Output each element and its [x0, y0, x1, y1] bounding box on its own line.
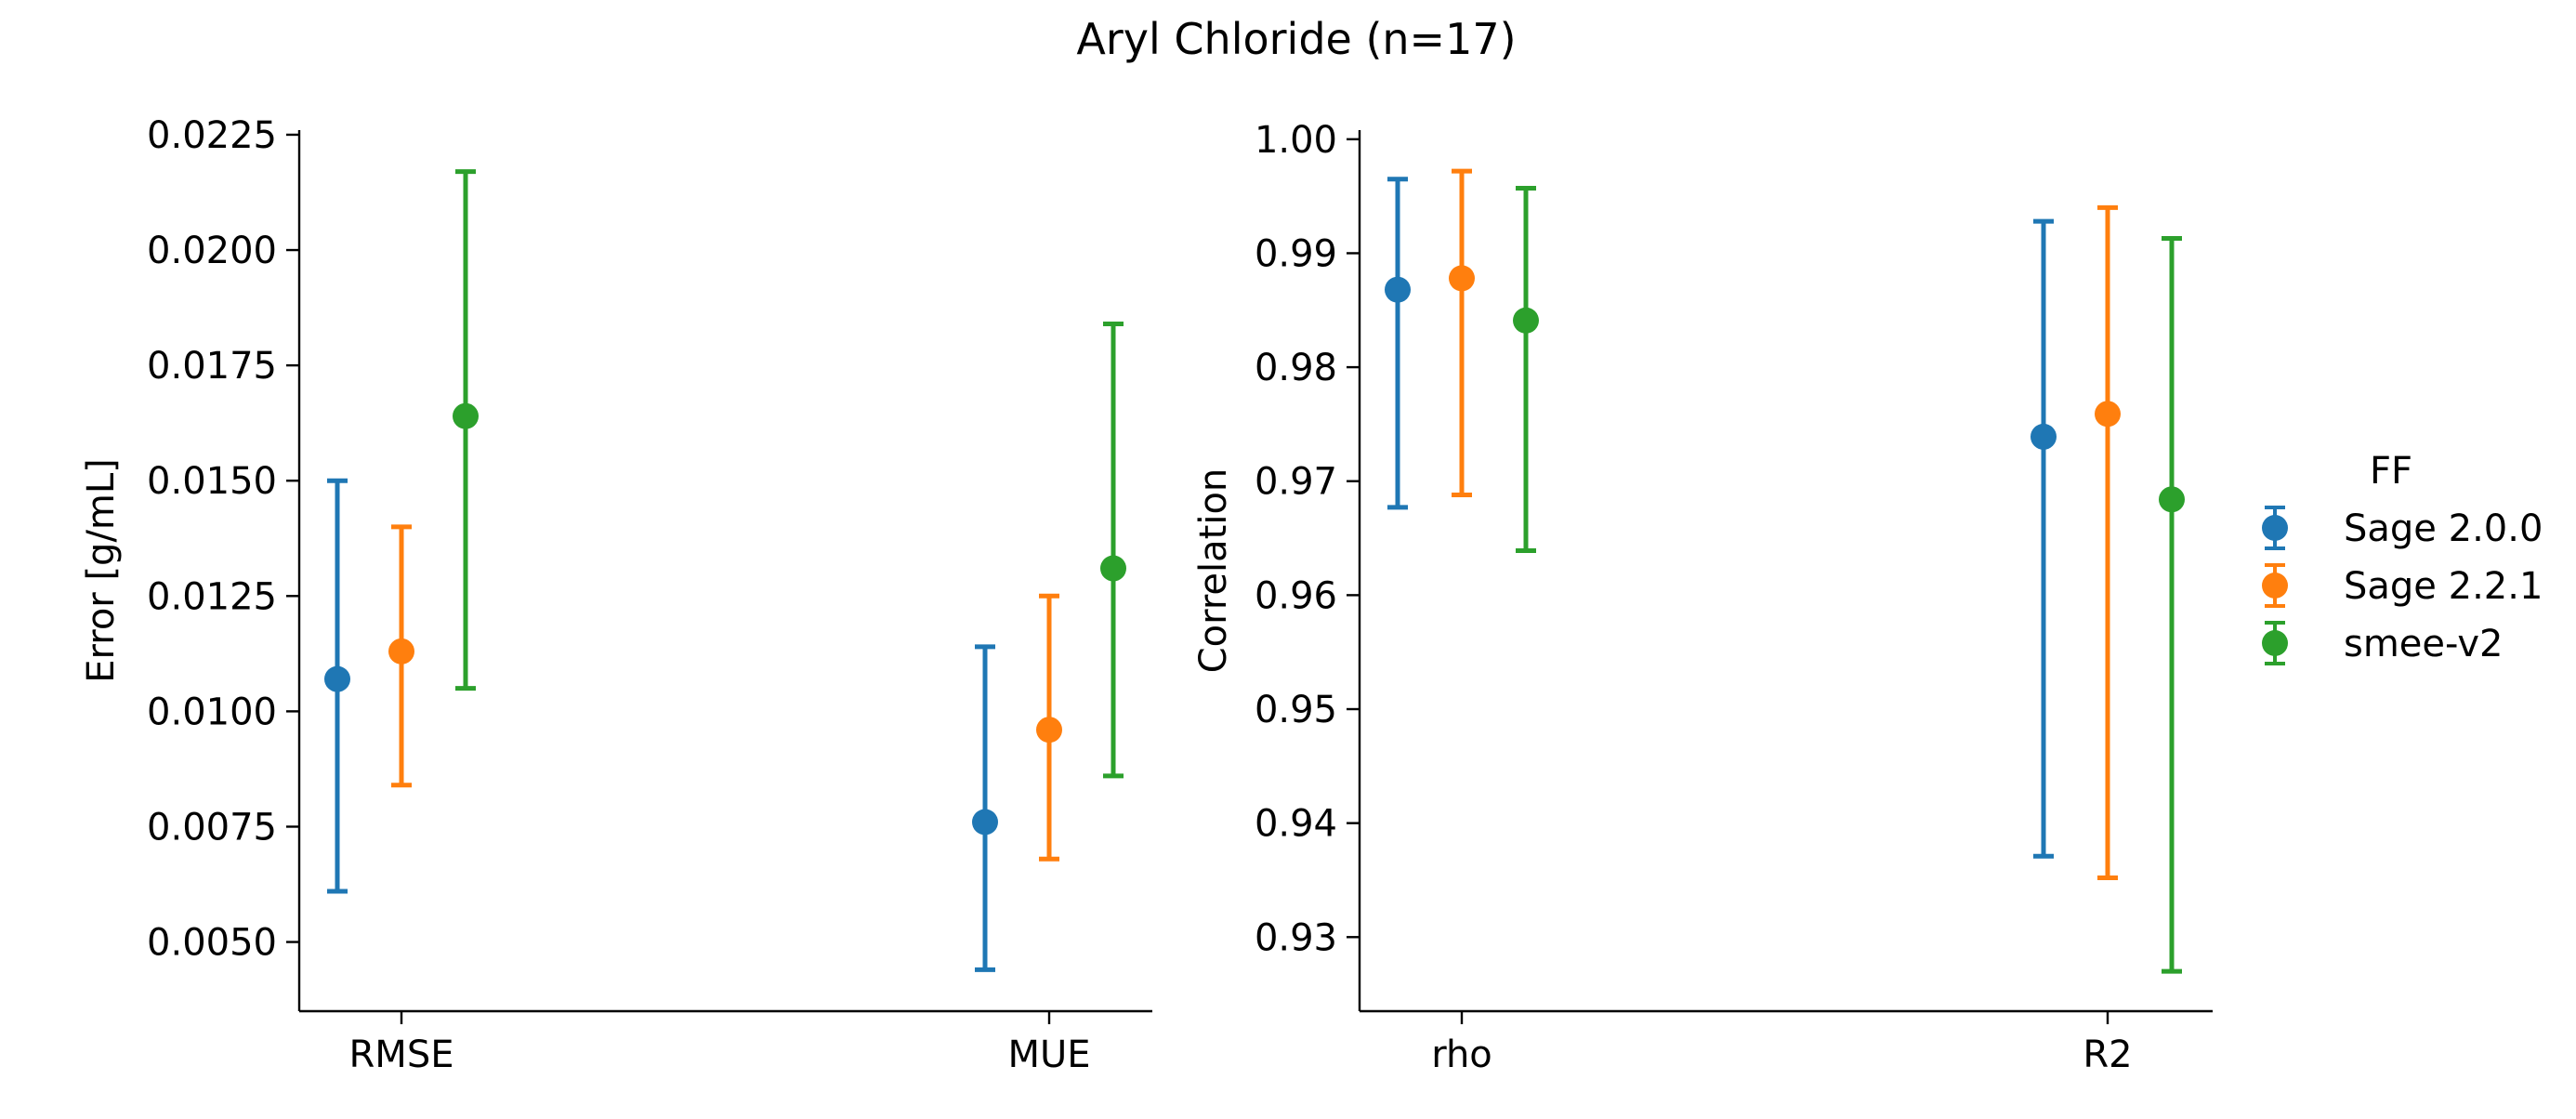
data-point	[324, 665, 350, 692]
chart-title: Aryl Chloride (n=17)	[1076, 14, 1516, 64]
x-tick-label: RMSE	[349, 1033, 454, 1076]
series-smee-v2	[1513, 186, 2185, 974]
data-point	[2159, 486, 2185, 513]
data-point	[1513, 307, 1539, 334]
data-point	[2031, 423, 2057, 450]
data-point	[1385, 276, 1411, 303]
y-tick-label: 0.0150	[147, 460, 277, 503]
y-tick-label: 0.0075	[147, 806, 277, 849]
y-tick-label: 0.98	[1255, 347, 1337, 389]
y-axis-label: Correlation	[1192, 468, 1235, 674]
data-point	[388, 638, 414, 665]
series-sage-2-0-0	[324, 478, 998, 972]
y-tick-label: 0.93	[1255, 916, 1337, 959]
y-tick-label: 0.0100	[147, 691, 277, 733]
legend: FF Sage 2.0.0 Sage 2.2.1 smee-v2	[2262, 450, 2543, 665]
y-tick-label: 0.97	[1255, 461, 1337, 504]
data-point	[1036, 717, 1062, 744]
data-point	[453, 402, 479, 429]
x-tick-label: rho	[1431, 1033, 1492, 1076]
y-axis-label: Error [g/mL]	[80, 458, 123, 683]
y-tick-label: 0.0125	[147, 575, 277, 618]
legend-marker	[2262, 630, 2288, 656]
chart-panel-1: 0.0050 0.0075 0.0100 0.0125 0.0150 0.0175 0.02…	[80, 114, 1152, 1076]
legend-label: smee-v2	[2344, 623, 2504, 665]
data-point	[2095, 401, 2121, 428]
data-point	[972, 809, 998, 836]
y-tick-label: 0.94	[1255, 803, 1337, 846]
y-tick-label: 0.95	[1255, 689, 1337, 731]
legend-entry: Sage 2.0.0	[2262, 506, 2543, 550]
chart-panels: 0.0050 0.0075 0.0100 0.0125 0.0150 0.0175 0.02…	[80, 114, 2213, 1076]
series-sage-2-2-1	[388, 524, 1062, 862]
legend-entry: smee-v2	[2262, 621, 2504, 665]
y-tick-label: 0.0050	[147, 922, 277, 965]
y-tick-label: 0.96	[1255, 574, 1337, 617]
legend-entry: Sage 2.2.1	[2262, 563, 2543, 608]
y-tick-label: 0.0175	[147, 345, 277, 388]
legend-label: Sage 2.0.0	[2344, 507, 2543, 550]
legend-marker	[2262, 573, 2288, 599]
y-tick-label: 0.0200	[147, 230, 277, 272]
x-tick-label: MUE	[1007, 1033, 1090, 1076]
legend-title: FF	[2370, 450, 2412, 493]
x-tick-label: R2	[2083, 1033, 2132, 1076]
data-point	[1449, 265, 1475, 292]
y-tick-label: 0.99	[1255, 232, 1337, 275]
legend-marker	[2262, 515, 2288, 541]
y-tick-label: 0.0225	[147, 114, 277, 157]
y-tick-label: 1.00	[1255, 119, 1337, 162]
legend-label: Sage 2.2.1	[2344, 565, 2543, 608]
series-smee-v2	[453, 169, 1126, 779]
data-point	[1100, 555, 1126, 582]
series-sage-2-0-0	[1385, 177, 2057, 859]
chart-panel-2: 0.93 0.94 0.95 0.96 0.97 0.98 0.99 1.00 rho R2 Cor…	[1192, 119, 2213, 1076]
series-sage-2-2-1	[1449, 168, 2121, 881]
